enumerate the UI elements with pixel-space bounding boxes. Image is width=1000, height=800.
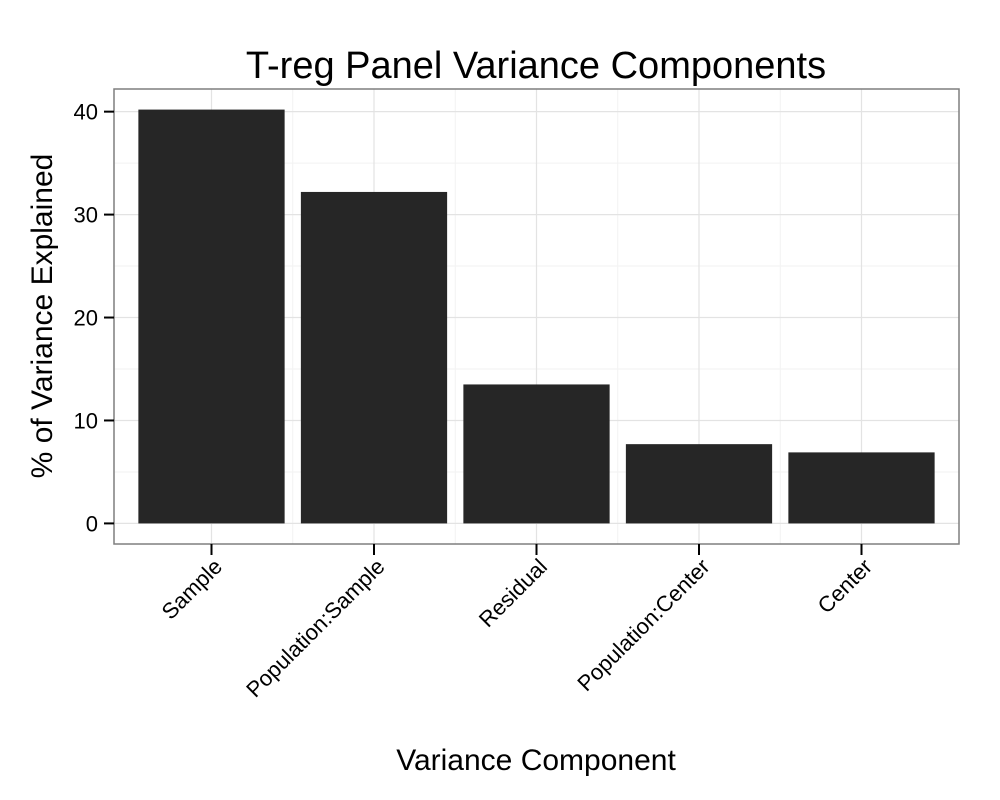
bar — [788, 452, 935, 524]
x-axis-title: Variance Component — [396, 744, 676, 777]
x-tick-label: Population:Center — [572, 554, 714, 696]
y-tick-label: 0 — [86, 511, 98, 536]
bar — [138, 109, 285, 524]
y-axis-title: % of Variance Explained — [26, 154, 59, 479]
x-tick-label: Sample — [157, 554, 227, 624]
x-tick-label: Population:Sample — [241, 554, 389, 702]
y-tick-label: 30 — [74, 203, 98, 228]
chart-title: T-reg Panel Variance Components — [246, 45, 826, 87]
y-tick-label: 10 — [74, 408, 98, 433]
x-tick-label: Center — [813, 554, 877, 618]
bars — [138, 109, 935, 524]
y-tick-label: 40 — [74, 100, 98, 125]
y-tick-label: 20 — [74, 306, 98, 331]
x-tick-label: Residual — [474, 554, 552, 632]
x-axis-ticks: Sample Population:Sample Residual Populatio… — [157, 544, 877, 702]
bar — [625, 444, 773, 524]
bar — [463, 384, 610, 524]
bar — [300, 191, 448, 524]
y-axis-ticks: 0 10 20 30 40 — [74, 100, 114, 536]
